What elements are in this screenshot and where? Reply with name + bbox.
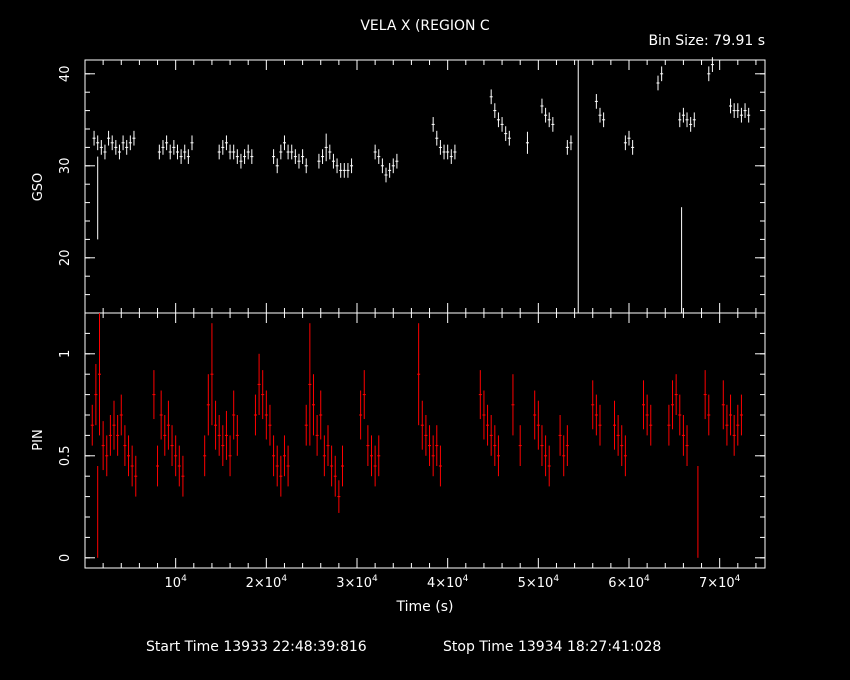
pin-y-tick-label: 0 (58, 554, 73, 562)
x-tick-label: 3×104 (336, 574, 378, 591)
gso-plot-frame (84, 59, 766, 314)
pin-data-points (90, 313, 743, 558)
x-tick-label: 5×104 (518, 574, 560, 591)
pin-y-axis-label: PIN (31, 429, 46, 450)
gso-axis-ticks: 20 30 40 (58, 60, 765, 314)
pin-panel: 0 0.5 1 104 2×104 3×104 4×104 5×104 6×104 7×104 P… (31, 312, 766, 591)
x-tick-label: 6×104 (608, 574, 650, 591)
gso-y-tick-label: 30 (58, 158, 73, 175)
gso-y-tick-label: 20 (58, 250, 73, 267)
gso-y-axis-label: GSO (31, 173, 46, 202)
x-tick-label: 2×104 (246, 574, 288, 591)
gso-y-tick-label: 40 (58, 66, 73, 83)
gso-panel: 20 30 40 GSO (31, 57, 766, 314)
pin-y-tick-label: 0.5 (58, 445, 73, 466)
x-tick-label: 7×104 (699, 574, 741, 591)
pin-axis-ticks: 0 0.5 1 104 2×104 3×104 4×104 5×104 6×104 7×104 (58, 312, 765, 591)
x-tick-label: 104 (165, 574, 188, 591)
chart-title: VELA X (REGION C (360, 18, 490, 34)
bin-size-label: Bin Size: 79.91 s (648, 33, 765, 49)
x-tick-label: 4×104 (427, 574, 469, 591)
x-axis-label: Time (s) (396, 599, 454, 615)
gso-data-points (92, 57, 751, 313)
pin-y-tick-label: 1 (58, 350, 73, 358)
start-time: Start Time 13933 22:48:39:816 (146, 639, 367, 655)
stop-time: Stop Time 13934 18:27:41:028 (443, 639, 661, 655)
pin-plot-frame (84, 312, 766, 569)
